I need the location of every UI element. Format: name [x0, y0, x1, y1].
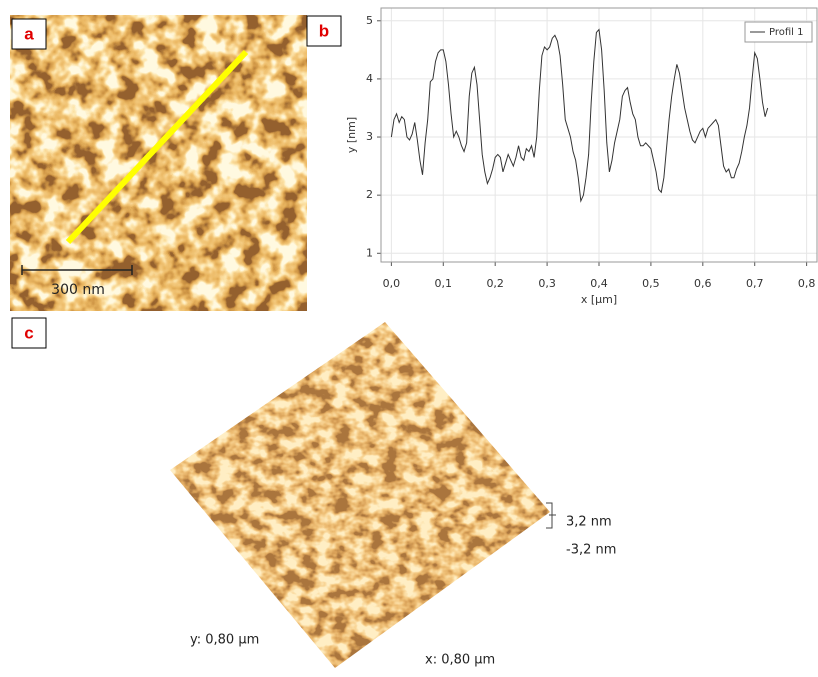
- x-size-label: x: 0,80 µm: [425, 653, 495, 668]
- x-tick-label: 0,3: [538, 277, 556, 290]
- x-tick-label: 0,4: [590, 277, 608, 290]
- z-max-label: 3,2 nm: [566, 515, 612, 530]
- x-tick-label: 0,0: [383, 277, 401, 290]
- afm-3d-surface: [165, 318, 555, 673]
- scale-bar-label: 300 nm: [51, 282, 105, 298]
- x-tick-label: 0,1: [435, 277, 453, 290]
- y-tick-label: 1: [366, 246, 373, 259]
- x-tick-label: 0,7: [746, 277, 764, 290]
- x-tick-label: 0,8: [798, 277, 816, 290]
- x-axis-label: x [µm]: [581, 293, 617, 306]
- legend-label: Profil 1: [769, 27, 803, 38]
- y-size-label: y: 0,80 µm: [190, 633, 259, 648]
- afm-3d: [165, 318, 555, 673]
- y-axis-label: y [nm]: [345, 117, 358, 153]
- panel-label: b: [319, 21, 329, 40]
- y-tick-label: 5: [366, 14, 373, 27]
- afm-image: [10, 15, 307, 311]
- z-bracket: [546, 503, 556, 528]
- x-tick-label: 0,5: [642, 277, 660, 290]
- y-tick-label: 3: [366, 130, 373, 143]
- z-min-label: -3,2 nm: [566, 543, 616, 558]
- panel-label: a: [24, 24, 34, 43]
- x-tick-label: 0,6: [694, 277, 712, 290]
- y-tick-label: 4: [366, 72, 373, 85]
- panel-label: c: [24, 323, 33, 342]
- x-tick-label: 0,2: [486, 277, 504, 290]
- y-tick-label: 2: [366, 188, 373, 201]
- profile-chart: 0,0 0,1 0,2 0,3 0,4 0,5 0,6 0,7 0,8 1 2 3 4 5 x [µm] y …: [345, 8, 817, 306]
- figure: 300 nm a b 0,0 0,1 0,2 0,3 0,4 0,5 0,6 0,7 0,8 1 2…: [0, 0, 818, 677]
